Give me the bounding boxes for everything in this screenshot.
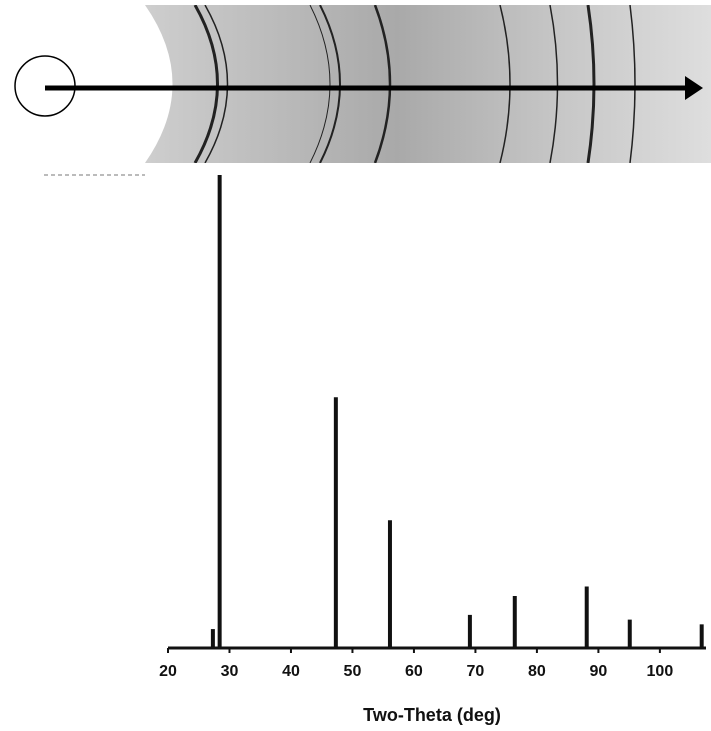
arrow-head bbox=[685, 76, 703, 100]
x-tick-label: 30 bbox=[221, 663, 239, 680]
x-tick-label: 70 bbox=[467, 663, 485, 680]
x-tick-label: 40 bbox=[282, 663, 300, 680]
x-tick-label: 100 bbox=[647, 663, 674, 680]
x-tick-label: 20 bbox=[159, 663, 177, 680]
x-tick-label: 50 bbox=[344, 663, 362, 680]
ring-background bbox=[145, 5, 711, 163]
diffraction-image bbox=[145, 5, 711, 163]
rings bbox=[193, 5, 636, 163]
x-tick-label: 60 bbox=[405, 663, 423, 680]
x-tick-label: 90 bbox=[590, 663, 608, 680]
x-axis-label: Two-Theta (deg) bbox=[363, 705, 501, 725]
x-tick-label: 80 bbox=[528, 663, 546, 680]
